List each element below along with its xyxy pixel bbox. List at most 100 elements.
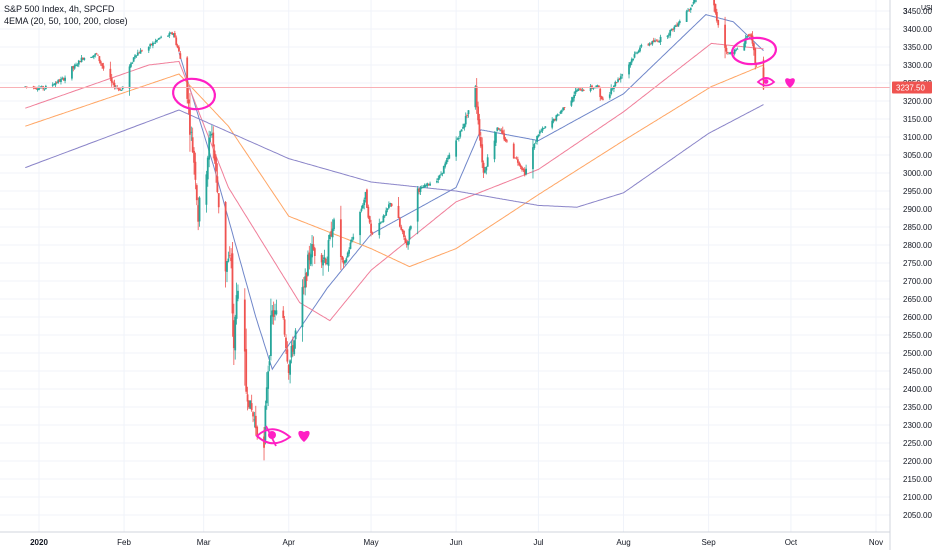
candle-body xyxy=(191,137,194,153)
candle-body xyxy=(91,56,94,58)
candle-body xyxy=(505,140,508,142)
candle-body xyxy=(596,85,599,87)
symbol-title[interactable]: S&P 500 Index, 4h, SPCFD xyxy=(4,4,115,14)
candle-body xyxy=(422,187,425,189)
candle-body xyxy=(75,64,77,66)
candle-body xyxy=(385,210,388,216)
candle-body xyxy=(237,290,239,299)
candle-body xyxy=(370,223,372,234)
candle-body xyxy=(436,181,438,183)
ema-line-ema20 xyxy=(178,14,764,371)
candle-body xyxy=(154,40,157,43)
candle-body xyxy=(608,94,611,98)
candle-body xyxy=(364,192,367,199)
candle-body xyxy=(345,258,348,262)
candle-body xyxy=(754,48,757,64)
candle-body xyxy=(339,219,342,257)
y-tick-label: 2400.00 xyxy=(903,385,932,394)
candle-body xyxy=(326,262,329,265)
candle-body xyxy=(25,86,28,88)
candle-body xyxy=(265,387,268,404)
x-tick-label: Apr xyxy=(283,538,296,547)
candle-body xyxy=(102,65,105,69)
candle-body xyxy=(425,185,427,187)
y-tick-label: 2800.00 xyxy=(903,241,932,250)
y-tick-label: 3400.00 xyxy=(903,25,932,34)
y-tick-label: 2500.00 xyxy=(903,349,932,358)
x-tick-label: Oct xyxy=(785,538,798,547)
candle-body xyxy=(224,201,227,272)
candle-body xyxy=(429,183,431,186)
eye-lash-low xyxy=(265,425,277,447)
y-tick-label: 3000.00 xyxy=(903,169,932,178)
candle-body xyxy=(230,257,232,262)
candle-body xyxy=(733,49,736,54)
candle-body xyxy=(437,178,440,180)
candle-body xyxy=(597,85,600,88)
candle-body xyxy=(173,32,176,38)
candle-body xyxy=(618,78,621,80)
candle-body xyxy=(578,88,581,90)
candle-body xyxy=(302,286,305,288)
candle-body xyxy=(333,219,335,230)
grid xyxy=(0,0,890,532)
candle-body xyxy=(390,203,393,207)
candle-body xyxy=(227,258,230,262)
candle-body xyxy=(589,86,592,92)
candle-body xyxy=(736,48,739,50)
x-tick-label: Jun xyxy=(450,538,463,547)
candle-body xyxy=(378,223,381,236)
candle-body xyxy=(427,183,430,185)
candle-body xyxy=(514,157,517,159)
candle-body xyxy=(263,436,265,448)
candle-body xyxy=(563,107,566,108)
candle-body xyxy=(248,400,250,408)
candle-body xyxy=(552,119,555,122)
candle-body xyxy=(652,40,655,43)
candle-body xyxy=(405,242,408,246)
time-axis[interactable]: 2020 Feb Mar Apr May Jun Jul Aug Sep Oct Nov xyxy=(0,531,890,547)
candle-body xyxy=(267,371,270,389)
candle-body xyxy=(307,254,309,276)
candle-body xyxy=(282,310,285,319)
candle-body xyxy=(732,52,735,54)
candle-body xyxy=(640,44,643,47)
candle-body xyxy=(308,252,311,261)
candle-body xyxy=(499,129,501,131)
candle-body xyxy=(290,346,293,358)
candle-body xyxy=(272,310,275,317)
candle-body xyxy=(323,257,326,260)
candle-body xyxy=(305,272,308,281)
candle-body xyxy=(158,37,161,39)
candle-body xyxy=(495,132,497,143)
candle-body xyxy=(283,319,286,335)
candle-body xyxy=(655,40,658,42)
candle-body xyxy=(330,230,333,237)
candle-body xyxy=(83,57,86,60)
x-tick-label: Aug xyxy=(616,538,630,547)
y-tick-label: 2350.00 xyxy=(903,403,932,412)
candle-body xyxy=(235,295,238,319)
candle-body xyxy=(574,90,577,94)
eye-icon-low xyxy=(255,428,292,445)
candle-body xyxy=(628,64,630,75)
candle-body xyxy=(666,35,669,37)
candle-body xyxy=(245,349,248,392)
indicator-title[interactable]: 4EMA (20, 50, 100, 200, close) xyxy=(4,16,128,26)
candle-body xyxy=(617,79,619,82)
candle-body xyxy=(602,98,604,100)
candle-body xyxy=(715,11,718,21)
annotations xyxy=(0,36,890,447)
price-axis[interactable]: 3450.003400.003350.003300.003250.003200.… xyxy=(889,0,932,550)
ema-line-ema100 xyxy=(25,64,764,268)
candle-body xyxy=(195,185,198,201)
candle-body xyxy=(551,120,554,128)
candle-body xyxy=(71,66,73,79)
candle-body xyxy=(304,276,307,288)
candle-body xyxy=(444,163,447,167)
candle-body xyxy=(728,53,731,55)
candle-body xyxy=(291,345,294,352)
candle-body xyxy=(54,83,57,86)
